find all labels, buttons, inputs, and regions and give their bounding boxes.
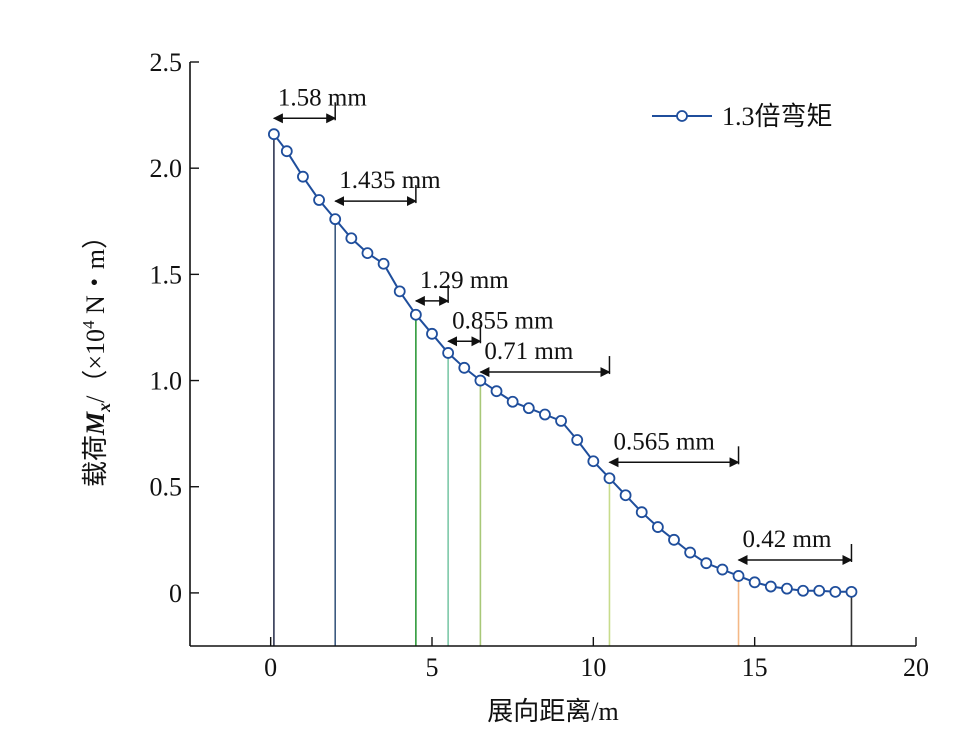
x-tick-label: 5 [426,653,439,682]
data-point [555,414,567,427]
data-point [603,472,616,485]
legend-marker-swatch [676,110,688,122]
data-point [587,455,600,468]
dimension-annotations: 1.58 mm 1.435 mm 1.29 mm 0.855 mm 0.71 mm 0.5… [272,84,853,565]
data-point [267,128,280,141]
axes: 0 0.5 1.0 1.5 2.0 2.5 0 5 10 15 20 [150,48,930,682]
data-point [377,257,390,270]
data-point [635,506,648,519]
data-point [458,361,471,374]
legend: 1.3倍弯矩 [652,102,833,131]
data-point [781,582,793,595]
data-point [845,585,858,598]
y-tick-label: 0.5 [150,473,183,502]
dimension-label: 1.435 mm [339,167,441,194]
dimension-label: 0.565 mm [613,428,715,455]
y-tick-label: 0 [169,579,182,608]
data-point [280,145,293,158]
data-point [490,385,503,398]
dimension-label: 1.58 mm [278,84,367,111]
data-point [716,563,729,576]
data-point [393,285,406,298]
data-point [764,580,777,593]
y-tick-label: 1.0 [150,367,183,396]
data-point [539,408,551,421]
x-tick-label: 10 [580,653,606,682]
x-axis-label: 展向距离/m [487,697,618,726]
y-tick-label: 2.0 [150,154,183,183]
x-tick-label: 15 [742,653,768,682]
dimension-label: 0.42 mm [743,526,832,553]
y-tick-label: 2.5 [150,48,183,77]
y-axis-label-suffix: /（×10 [81,329,110,403]
data-point [797,584,809,597]
y-axis-label-unit: N・m） [81,223,110,321]
data-point [409,308,422,321]
x-tick-label: 0 [264,653,277,682]
segment-boundary-lines [273,134,853,646]
data-point [668,533,680,546]
data-point [345,232,358,245]
data-point [619,489,632,502]
series-layer [267,128,858,598]
data-point [522,402,535,415]
y-axis-label: 载荷Mx/（×104 N・m） [79,223,114,487]
dimension-label: 1.29 mm [420,267,509,294]
y-axis-label-symbol: M [81,411,110,436]
data-point [313,194,325,206]
data-point [748,576,761,589]
data-point [571,434,584,446]
data-point [474,374,487,387]
data-point [426,327,438,340]
data-point [813,584,826,597]
data-point [506,395,519,408]
dimension-label: 0.71 mm [484,338,573,365]
x-tick-label: 20 [903,653,929,682]
y-axis-label-exponent: 4 [79,320,98,329]
data-point [329,213,342,226]
y-tick-label: 1.5 [150,260,183,289]
data-point [684,546,697,559]
data-point [829,585,842,598]
data-point [651,521,664,533]
data-point [361,247,374,260]
dimension-label: 0.855 mm [452,307,554,334]
data-point [297,170,309,183]
data-point [700,557,713,570]
data-point [732,570,745,582]
data-point [442,347,455,359]
y-axis-label-subscript: x [94,403,114,413]
legend-label: 1.3倍弯矩 [722,102,833,131]
y-axis-label-prefix: 载荷 [81,435,110,487]
